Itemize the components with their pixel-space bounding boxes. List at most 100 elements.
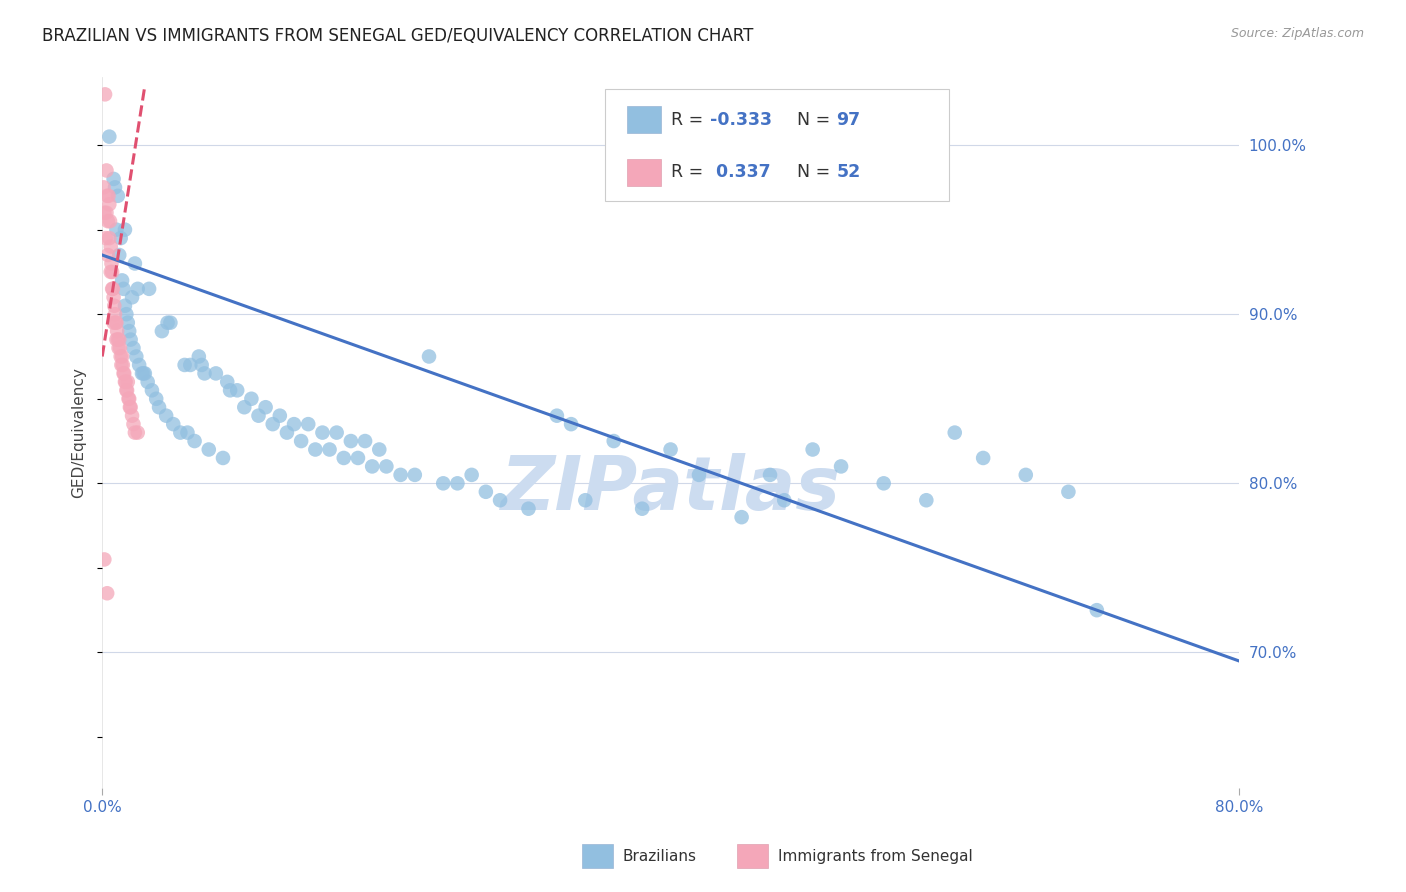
Point — [205, 367, 228, 381]
Point — [118, 392, 141, 406]
Point — [96, 163, 118, 178]
Point — [121, 409, 143, 423]
Point — [159, 316, 181, 330]
Point — [972, 450, 994, 465]
Point — [107, 189, 129, 203]
Text: ZIPatlas: ZIPatlas — [501, 453, 841, 526]
Point — [98, 197, 121, 211]
Point — [93, 552, 115, 566]
Point — [311, 425, 333, 440]
Point — [475, 484, 498, 499]
Text: Immigrants from Senegal: Immigrants from Senegal — [778, 849, 973, 863]
Point — [150, 324, 173, 338]
Point — [131, 367, 153, 381]
Point — [197, 442, 219, 457]
Point — [1015, 467, 1038, 482]
Point — [169, 425, 191, 440]
Point — [111, 358, 134, 372]
Point — [94, 87, 117, 102]
Point — [1085, 603, 1108, 617]
Point — [560, 417, 582, 431]
Point — [759, 467, 782, 482]
Point — [105, 316, 128, 330]
Point — [111, 273, 134, 287]
Point — [105, 324, 128, 338]
Point — [114, 222, 136, 236]
Point — [375, 459, 398, 474]
Text: R =: R = — [671, 111, 709, 128]
Point — [1057, 484, 1080, 499]
Point — [114, 375, 136, 389]
Point — [183, 434, 205, 448]
Point — [98, 214, 121, 228]
Point — [128, 358, 150, 372]
Point — [124, 425, 146, 440]
Point — [127, 282, 149, 296]
Point — [103, 316, 125, 330]
Point — [93, 205, 115, 219]
Point — [118, 324, 141, 338]
Point — [193, 367, 215, 381]
Point — [190, 358, 212, 372]
Point — [115, 384, 138, 398]
Point — [801, 442, 824, 457]
Point — [730, 510, 752, 524]
Point — [98, 129, 121, 144]
Point — [105, 333, 128, 347]
Point — [773, 493, 796, 508]
Point — [110, 358, 132, 372]
Point — [110, 231, 132, 245]
Point — [517, 501, 540, 516]
Point — [404, 467, 426, 482]
Point — [155, 409, 177, 423]
Point — [100, 265, 122, 279]
Point — [103, 290, 125, 304]
Point — [114, 375, 136, 389]
Point — [145, 392, 167, 406]
Point — [112, 282, 135, 296]
Point — [124, 256, 146, 270]
Point — [138, 282, 160, 296]
Point — [233, 401, 256, 415]
Point — [114, 299, 136, 313]
Point — [117, 392, 139, 406]
Point — [659, 442, 682, 457]
Point — [226, 384, 249, 398]
Text: BRAZILIAN VS IMMIGRANTS FROM SENEGAL GED/EQUIVALENCY CORRELATION CHART: BRAZILIAN VS IMMIGRANTS FROM SENEGAL GED… — [42, 27, 754, 45]
Point — [98, 231, 121, 245]
Point — [217, 375, 239, 389]
Point — [446, 476, 468, 491]
Text: R =: R = — [671, 163, 709, 181]
Point — [103, 299, 125, 313]
Point — [117, 316, 139, 330]
Point — [219, 384, 242, 398]
Point — [290, 434, 312, 448]
Text: 0.337: 0.337 — [710, 163, 770, 181]
Point — [136, 375, 159, 389]
Point — [93, 180, 115, 194]
Point — [115, 307, 138, 321]
Point — [187, 350, 209, 364]
Point — [297, 417, 319, 431]
Point — [107, 341, 129, 355]
Point — [332, 450, 354, 465]
Text: 97: 97 — [837, 111, 860, 128]
Point — [304, 442, 326, 457]
Text: N =: N = — [797, 163, 837, 181]
Point — [100, 256, 122, 270]
Point — [110, 350, 132, 364]
Point — [915, 493, 938, 508]
Point — [127, 425, 149, 440]
Point — [117, 375, 139, 389]
Point — [318, 442, 340, 457]
Point — [96, 205, 118, 219]
Point — [148, 401, 170, 415]
Point — [120, 401, 142, 415]
Point — [361, 459, 384, 474]
Point — [943, 425, 966, 440]
Point — [254, 401, 277, 415]
Point — [179, 358, 201, 372]
Point — [830, 459, 852, 474]
Point — [240, 392, 263, 406]
Point — [108, 341, 131, 355]
